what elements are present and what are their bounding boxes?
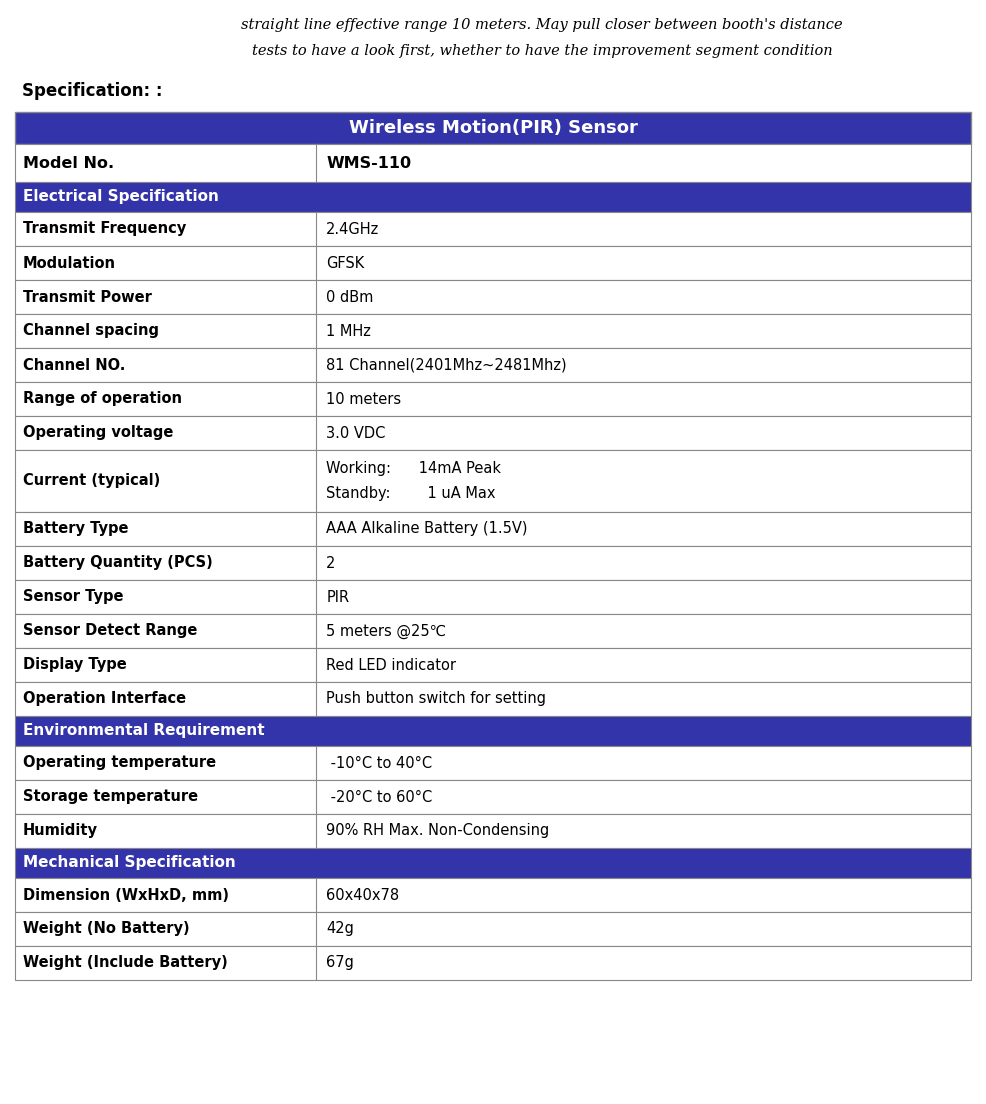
Text: Battery Quantity (PCS): Battery Quantity (PCS) (23, 555, 213, 571)
Bar (15, 416, 971, 450)
Bar (15, 314, 971, 348)
Text: 10 meters: 10 meters (326, 392, 401, 406)
Text: Modulation: Modulation (23, 255, 116, 270)
Text: 67g: 67g (326, 955, 354, 970)
Bar (15, 946, 971, 980)
Text: Weight (No Battery): Weight (No Battery) (23, 922, 189, 936)
Text: Channel NO.: Channel NO. (23, 358, 125, 372)
Text: Weight (Include Battery): Weight (Include Battery) (23, 955, 228, 970)
Bar (15, 546, 971, 580)
Text: Specification: :: Specification: : (22, 82, 163, 100)
Bar (15, 648, 971, 682)
Text: WMS-110: WMS-110 (326, 156, 411, 170)
Text: GFSK: GFSK (326, 255, 365, 270)
Text: Standby:        1 uA Max: Standby: 1 uA Max (326, 486, 496, 501)
Text: 5 meters @25℃: 5 meters @25℃ (326, 624, 446, 638)
Text: Sensor Type: Sensor Type (23, 590, 123, 605)
Text: Environmental Requirement: Environmental Requirement (23, 723, 264, 739)
Text: 1 MHz: 1 MHz (326, 323, 371, 339)
Text: Current (typical): Current (typical) (23, 474, 161, 488)
Text: 90% RH Max. Non-Condensing: 90% RH Max. Non-Condensing (326, 824, 549, 839)
Text: straight line effective range 10 meters. May pull closer between booth's distanc: straight line effective range 10 meters.… (242, 18, 843, 32)
Text: AAA Alkaline Battery (1.5V): AAA Alkaline Battery (1.5V) (326, 521, 528, 537)
Text: 81 Channel(2401Mhz~2481Mhz): 81 Channel(2401Mhz~2481Mhz) (326, 358, 567, 372)
Bar (15, 182, 971, 212)
Text: Working:      14mA Peak: Working: 14mA Peak (326, 461, 501, 476)
Text: 2.4GHz: 2.4GHz (326, 222, 380, 236)
Bar (15, 781, 971, 814)
Bar (15, 450, 971, 512)
Text: Operating voltage: Operating voltage (23, 425, 174, 440)
Text: Transmit Frequency: Transmit Frequency (23, 222, 186, 236)
Text: 0 dBm: 0 dBm (326, 289, 374, 305)
Bar (15, 912, 971, 946)
Bar (15, 246, 971, 280)
Bar (15, 280, 971, 314)
Text: Storage temperature: Storage temperature (23, 789, 198, 805)
Text: PIR: PIR (326, 590, 349, 605)
Bar (15, 512, 971, 546)
Text: Push button switch for setting: Push button switch for setting (326, 691, 546, 707)
Bar (15, 614, 971, 648)
Text: Dimension (WxHxD, mm): Dimension (WxHxD, mm) (23, 888, 229, 902)
Text: Mechanical Specification: Mechanical Specification (23, 856, 236, 870)
Bar (15, 716, 971, 746)
Text: Humidity: Humidity (23, 824, 98, 839)
Text: Red LED indicator: Red LED indicator (326, 658, 457, 672)
Bar (15, 848, 971, 878)
Text: Channel spacing: Channel spacing (23, 323, 159, 339)
Text: Range of operation: Range of operation (23, 392, 182, 406)
Text: Transmit Power: Transmit Power (23, 289, 152, 305)
Bar (15, 348, 971, 382)
Bar (15, 746, 971, 781)
Bar (15, 814, 971, 848)
Bar (15, 112, 971, 144)
Text: Sensor Detect Range: Sensor Detect Range (23, 624, 197, 638)
Text: Operation Interface: Operation Interface (23, 691, 186, 707)
Text: Wireless Motion(PIR) Sensor: Wireless Motion(PIR) Sensor (349, 119, 637, 137)
Text: Battery Type: Battery Type (23, 521, 128, 537)
Text: Display Type: Display Type (23, 658, 127, 672)
Bar (15, 682, 971, 716)
Text: 3.0 VDC: 3.0 VDC (326, 425, 386, 440)
Text: 60x40x78: 60x40x78 (326, 888, 399, 902)
Bar (15, 878, 971, 912)
Text: Electrical Specification: Electrical Specification (23, 190, 219, 204)
Bar (15, 212, 971, 246)
Text: 2: 2 (326, 555, 335, 571)
Text: -20°C to 60°C: -20°C to 60°C (326, 789, 433, 805)
Bar (15, 144, 971, 182)
Text: -10°C to 40°C: -10°C to 40°C (326, 755, 432, 771)
Text: tests to have a look first, whether to have the improvement segment condition: tests to have a look first, whether to h… (252, 44, 832, 59)
Text: 42g: 42g (326, 922, 354, 936)
Text: Model No.: Model No. (23, 156, 114, 170)
Bar (15, 580, 971, 614)
Bar (15, 382, 971, 416)
Text: Operating temperature: Operating temperature (23, 755, 216, 771)
